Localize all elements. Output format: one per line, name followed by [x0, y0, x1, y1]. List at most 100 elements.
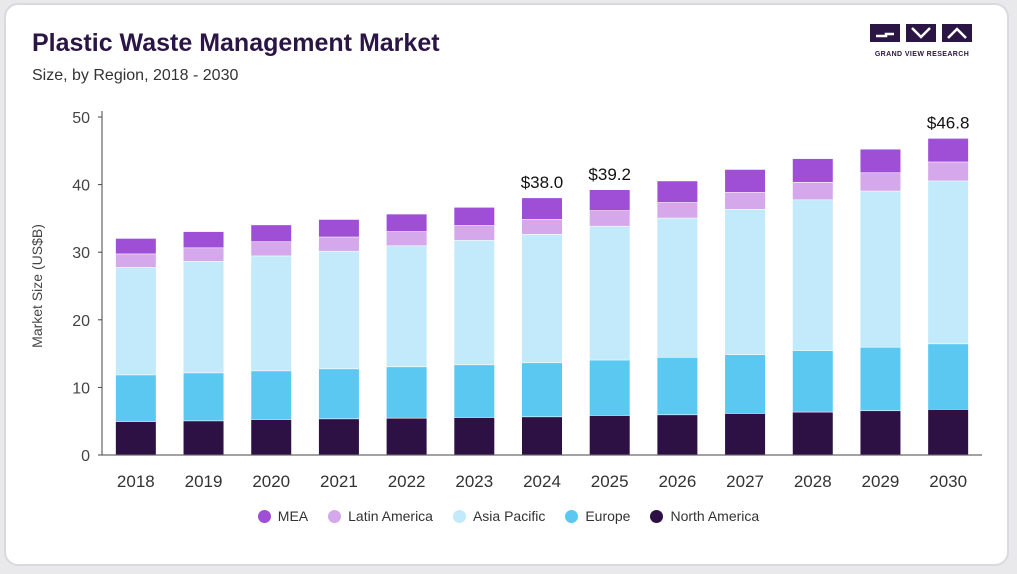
legend-swatch	[257, 509, 271, 523]
y-tick-label: 20	[72, 313, 90, 330]
bar-segment-asia-pacific	[860, 191, 901, 347]
bar-segment-mea	[657, 181, 698, 203]
x-tick-label: 2021	[320, 472, 358, 491]
data-label: $39.2	[588, 165, 631, 184]
bar-segment-north-america	[183, 421, 224, 455]
x-tick-label: 2025	[591, 472, 629, 491]
bar-segment-mea	[454, 207, 495, 226]
bar-segment-latin-america	[792, 182, 833, 200]
bar-segment-mea	[183, 231, 224, 248]
bar-segment-mea	[251, 225, 292, 242]
bar-segment-europe	[454, 365, 495, 418]
y-tick-label: 0	[81, 448, 90, 465]
bar-segment-asia-pacific	[792, 200, 833, 351]
bar-segment-asia-pacific	[115, 267, 156, 375]
x-tick-label: 2029	[862, 472, 900, 491]
bar-segment-mea	[860, 149, 901, 173]
x-tick-label: 2026	[658, 472, 696, 491]
bar-segment-latin-america	[115, 254, 156, 268]
x-tick-label: 2019	[185, 472, 223, 491]
y-tick-label: 40	[72, 178, 90, 195]
legend-label: Asia Pacific	[472, 508, 546, 524]
bar-segment-europe	[657, 357, 698, 415]
x-tick-label: 2023	[455, 472, 493, 491]
bar-segment-latin-america	[725, 192, 766, 210]
bar-segment-latin-america	[657, 202, 698, 218]
bar-segment-europe	[251, 371, 292, 420]
bar-segment-asia-pacific	[386, 246, 427, 367]
data-label: $38.0	[521, 173, 564, 192]
data-label: $46.8	[927, 114, 970, 133]
bar-segment-asia-pacific	[657, 218, 698, 358]
y-tick-label: 10	[72, 380, 90, 397]
bar-segment-mea	[522, 198, 562, 220]
bar-segment-europe	[725, 354, 766, 414]
x-tick-label: 2018	[117, 472, 155, 491]
gvr-logo-icon	[870, 24, 972, 42]
bar-segment-europe	[115, 375, 156, 422]
legend-swatch	[650, 509, 664, 523]
bar-segment-latin-america	[183, 248, 224, 262]
bar-segment-north-america	[251, 419, 292, 455]
legend-item-latin-america: Latin America	[328, 508, 433, 524]
bar-segment-asia-pacific	[725, 209, 766, 355]
chart-card: Plastic Waste Management Market Size, by…	[4, 3, 1009, 566]
legend-swatch	[328, 509, 342, 523]
bar-segment-north-america	[115, 421, 156, 455]
bar-segment-asia-pacific	[454, 240, 495, 365]
bar-segment-latin-america	[386, 231, 427, 246]
bar-segment-mea	[115, 238, 156, 254]
y-tick-label: 30	[72, 245, 90, 262]
bar-segment-latin-america	[928, 162, 969, 181]
page-title: Plastic Waste Management Market	[32, 29, 440, 57]
bar-segment-europe	[522, 363, 562, 417]
bar-segment-asia-pacific	[522, 234, 562, 363]
logo-text: GRAND VIEW RESEARCH	[874, 51, 970, 58]
legend-item-asia-pacific: Asia Pacific	[452, 508, 546, 524]
chart-legend: MEA Latin America Asia Pacific Europe North …	[0, 508, 1017, 524]
x-tick-label: 2022	[388, 472, 426, 491]
bar-segment-asia-pacific	[251, 256, 292, 371]
bar-segment-europe	[318, 369, 359, 419]
y-axis-label: Market Size (US$B)	[29, 224, 45, 348]
bar-segment-north-america	[318, 419, 359, 455]
bar-segment-mea	[928, 138, 969, 162]
bar-segment-latin-america	[454, 225, 495, 241]
bar-segment-latin-america	[318, 237, 359, 251]
legend-swatch	[565, 509, 579, 523]
bar-segment-mea	[725, 169, 766, 193]
legend-item-europe: Europe	[565, 508, 630, 524]
x-tick-label: 2028	[794, 472, 832, 491]
bar-segment-north-america	[454, 417, 495, 455]
page-subtitle: Size, by Region, 2018 - 2030	[32, 67, 239, 84]
legend-label: Latin America	[348, 508, 433, 524]
x-tick-label: 2024	[523, 472, 561, 491]
bar-segment-north-america	[522, 417, 562, 455]
bar-segment-mea	[589, 190, 630, 211]
bar-segment-north-america	[589, 415, 630, 455]
legend-label: Europe	[585, 508, 631, 524]
bar-segment-asia-pacific	[183, 261, 224, 373]
legend-label: North America	[670, 508, 760, 524]
bar-segment-europe	[183, 373, 224, 421]
bar-segment-north-america	[657, 415, 698, 455]
bar-segment-north-america	[860, 411, 901, 455]
bar-segment-latin-america	[589, 210, 630, 226]
bar-segment-north-america	[792, 412, 833, 455]
x-tick-label: 2030	[929, 472, 967, 491]
y-tick-label: 50	[72, 110, 90, 127]
legend-item-north-america: North America	[650, 508, 759, 524]
gvr-logo: GRAND VIEW RESEARCH	[866, 22, 978, 62]
x-tick-label: 2020	[252, 472, 290, 491]
bar-segment-latin-america	[860, 173, 901, 191]
bar-segment-north-america	[386, 418, 427, 455]
bar-segment-mea	[386, 214, 427, 232]
bar-segment-latin-america	[251, 242, 292, 256]
bar-segment-latin-america	[522, 219, 562, 235]
bar-segment-mea	[318, 219, 359, 237]
legend-label: MEA	[277, 508, 309, 524]
x-tick-label: 2027	[726, 472, 764, 491]
bar-segment-asia-pacific	[928, 181, 969, 344]
bar-segment-europe	[928, 344, 969, 410]
